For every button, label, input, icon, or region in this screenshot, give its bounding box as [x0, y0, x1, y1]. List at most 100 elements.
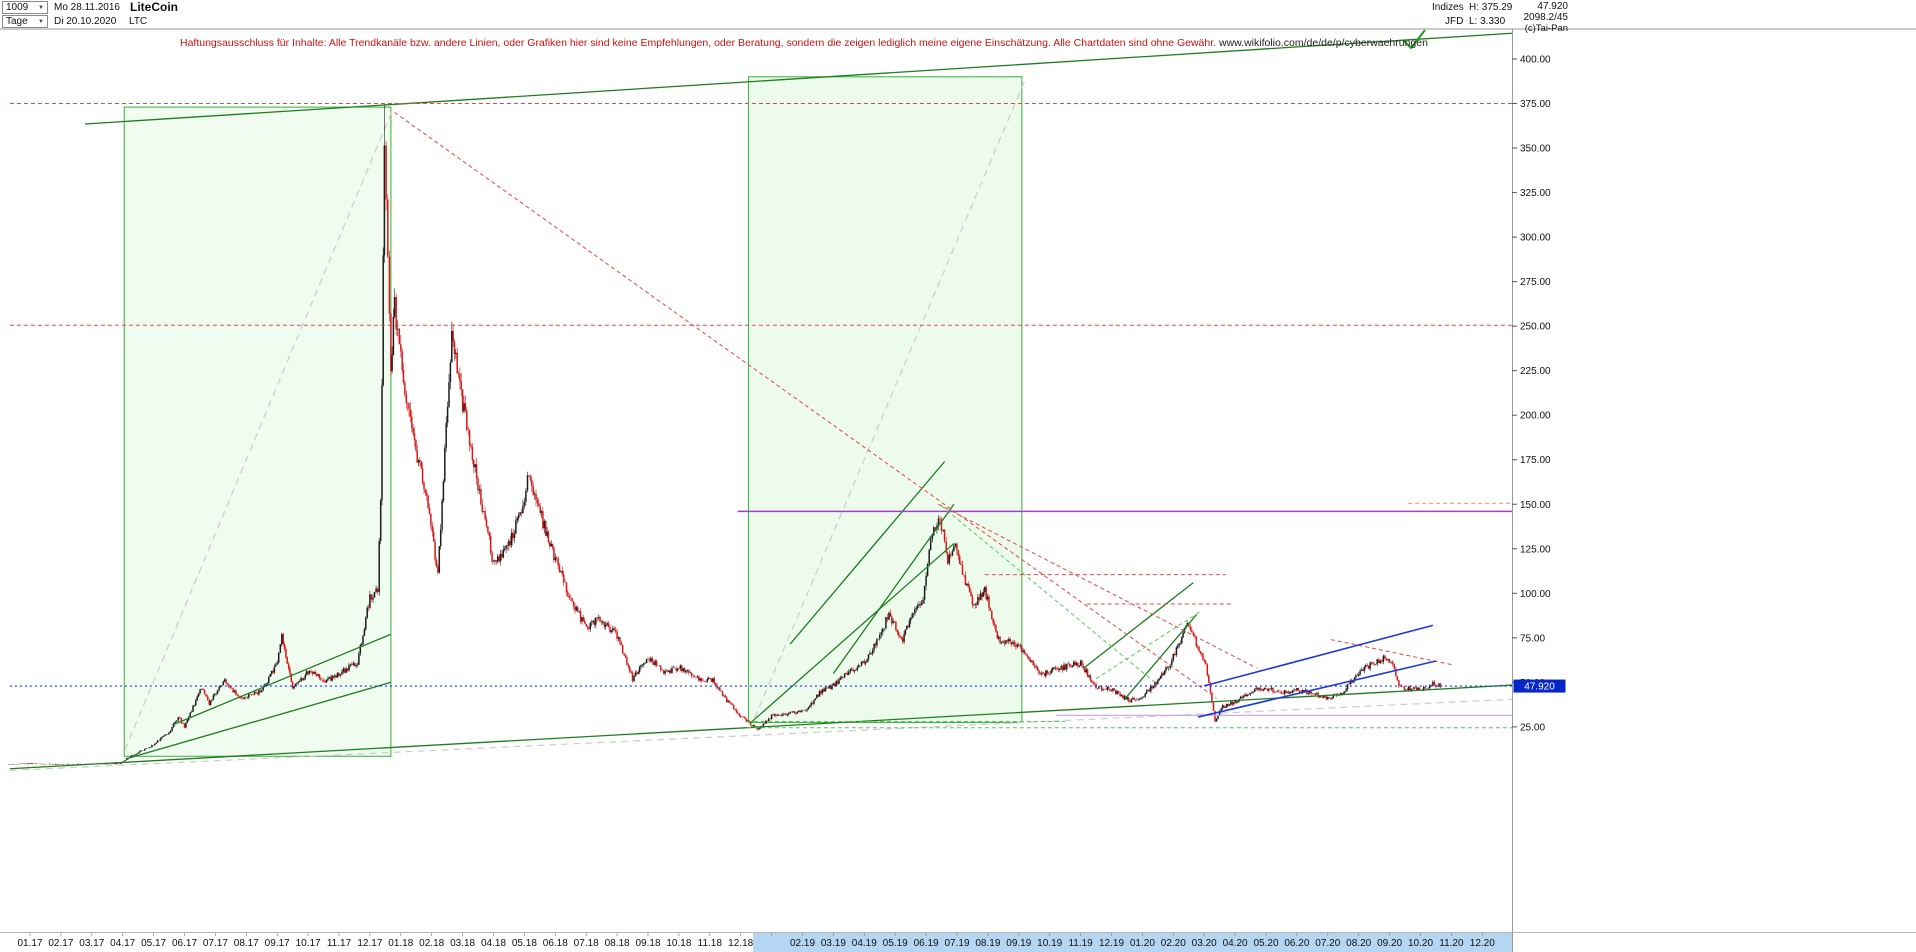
annotation-line-green_solid: [84, 32, 1512, 125]
x-axis-label: 10.19: [1037, 938, 1062, 949]
trend-box: [123, 106, 392, 757]
x-axis-label: 08.19: [975, 938, 1000, 949]
x-axis-label: 07.17: [203, 938, 228, 949]
x-axis-label: 11.20: [1439, 938, 1464, 949]
x-axis-label: 01.18: [388, 938, 413, 949]
x-axis-label: 12.19: [1099, 938, 1124, 949]
y-axis-label: 25.00: [1520, 722, 1545, 733]
x-axis-label: 11.17: [327, 938, 352, 949]
annotation-line-green_solid: [171, 633, 392, 726]
x-axis-label: 11.18: [698, 938, 723, 949]
x-axis-label: 02.19: [790, 938, 815, 949]
check-icon: [1403, 29, 1426, 50]
disclaimer: Haftungsausschluss für Inhalte: Alle Tre…: [180, 37, 1428, 49]
y-axis-label: 75.00: [1520, 633, 1545, 644]
x-axis-label: 06.17: [172, 938, 197, 949]
x-axis-label: 02.20: [1161, 938, 1186, 949]
start-date: Mo 28.11.2016: [54, 2, 120, 13]
x-axis-label: 10.18: [666, 938, 691, 949]
x-axis-label: 12.18: [728, 938, 753, 949]
x-axis-label: 10.20: [1408, 938, 1433, 949]
plot-area: [8, 29, 1512, 772]
x-axis-label: 06.19: [914, 938, 939, 949]
x-axis-label: 04.20: [1223, 938, 1248, 949]
x-axis-label: 06.18: [543, 938, 568, 949]
y-axis-label: 150.00: [1520, 500, 1551, 511]
x-axis-label: 09.17: [265, 938, 290, 949]
x-axis-label: 12.17: [357, 938, 382, 949]
end-date: Di 20.10.2020: [54, 16, 117, 27]
x-axis-label: 04.17: [110, 938, 135, 949]
last-price-top: 47.920: [1537, 1, 1568, 12]
y-axis-label: 250.00: [1520, 322, 1551, 333]
volume-info: 2098.2/45: [1523, 12, 1569, 23]
y-axis-label: 400.00: [1520, 55, 1551, 66]
y-axis-label: 225.00: [1520, 366, 1551, 377]
x-axis-label: 03.18: [450, 938, 475, 949]
trend-box: [747, 76, 1023, 723]
x-axis-label: 02.17: [48, 938, 73, 949]
x-axis-label: 10.17: [296, 938, 321, 949]
annotation-line-green_solid: [749, 542, 955, 724]
x-axis-label: 04.18: [481, 938, 506, 949]
date-axis-highlight: [753, 933, 1512, 952]
x-axis-label: 01.17: [17, 938, 42, 949]
y-axis-label: 175.00: [1520, 455, 1551, 466]
high-value: H: 375.29: [1469, 2, 1513, 13]
y-axis-label: 300.00: [1520, 233, 1551, 244]
disclaimer-text: Haftungsausschluss für Inhalte: Alle Tre…: [180, 37, 1217, 49]
annotation-line-blue_solid: [1197, 660, 1437, 718]
x-axis-label: 03.17: [79, 938, 104, 949]
y-axis-label: 100.00: [1520, 589, 1551, 600]
provider-label: JFD: [1445, 16, 1464, 27]
x-axis-label: 05.19: [883, 938, 908, 949]
annotation-line-gray_dashed: [9, 698, 1512, 772]
x-axis-label: 05.17: [141, 938, 166, 949]
symbol-code: LTC: [129, 16, 148, 27]
chevron-down-icon: ▼: [38, 18, 44, 25]
x-axis-label: 11.19: [1068, 938, 1093, 949]
low-value: L: 3.330: [1469, 16, 1506, 27]
annotation-line-green_solid: [832, 503, 955, 674]
annotation-line-green_solid: [789, 461, 946, 645]
period-dropdown[interactable]: Tage ▼: [2, 15, 48, 28]
annotation-line-gray_dashed: [754, 80, 1026, 719]
last-price-chip-label: 47.920: [1524, 682, 1555, 693]
annotation-line-green_solid: [9, 684, 1512, 770]
y-axis-label: 125.00: [1520, 544, 1551, 555]
y-axis-label: 350.00: [1520, 144, 1551, 155]
x-axis-label: 05.18: [512, 938, 537, 949]
disclaimer-link[interactable]: www.wikifolio.com/de/de/p/cyberwaehrunge…: [1219, 37, 1428, 49]
x-axis-label: 02.18: [419, 938, 444, 949]
y-axis-label: 200.00: [1520, 411, 1551, 422]
instrument-title: LiteCoin: [130, 0, 178, 14]
x-axis-label: 09.18: [635, 938, 660, 949]
x-axis-label: 12.20: [1470, 938, 1495, 949]
copyright-label: (c)Tai-Pan: [1524, 23, 1568, 34]
bars-count-value: 1009: [6, 2, 29, 13]
x-axis-label: 05.20: [1253, 938, 1278, 949]
annotation-line-green_solid: [125, 681, 392, 760]
bars-count-dropdown[interactable]: 1009 ▼: [2, 1, 48, 14]
x-axis-label: 08.18: [605, 938, 630, 949]
last-price-chip: [1513, 679, 1566, 693]
annotation-line-green_dashed: [1095, 610, 1202, 680]
x-axis-label: 04.19: [852, 938, 877, 949]
x-axis-label: 07.19: [944, 938, 969, 949]
y-axis-label: 375.00: [1520, 99, 1551, 110]
x-axis-label: 06.20: [1284, 938, 1309, 949]
period-value: Tage: [6, 16, 28, 27]
chevron-down-icon: ▼: [38, 4, 44, 11]
indices-label: Indizes: [1432, 2, 1464, 13]
annotation-line-red_dashed: [938, 503, 1257, 669]
x-axis-label: 01.20: [1130, 938, 1155, 949]
y-axis-label: 325.00: [1520, 188, 1551, 199]
y-axis-label: 275.00: [1520, 277, 1551, 288]
x-axis-label: 07.20: [1315, 938, 1340, 949]
annotation-line-green_solid: [1083, 582, 1194, 669]
x-axis-label: 09.20: [1377, 938, 1402, 949]
x-axis-label: 03.20: [1192, 938, 1217, 949]
x-axis-label: 08.17: [234, 938, 259, 949]
x-axis-label: 08.20: [1346, 938, 1371, 949]
